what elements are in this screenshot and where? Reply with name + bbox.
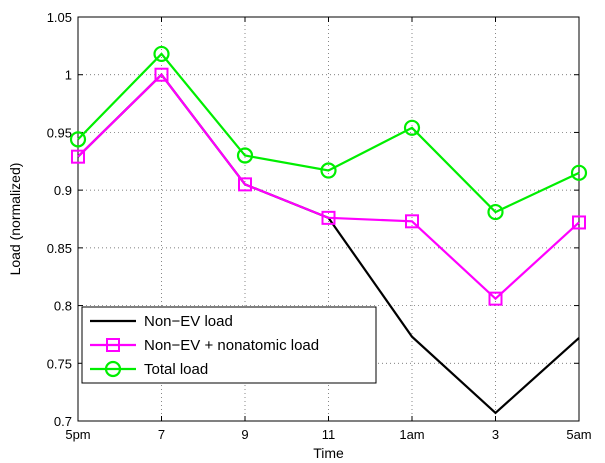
data-point xyxy=(405,214,419,229)
legend-item: Total load xyxy=(90,360,208,378)
data-point xyxy=(71,149,85,164)
series-2 xyxy=(71,67,586,306)
legend-marker xyxy=(106,338,120,352)
data-point xyxy=(488,291,503,306)
y-tick-label: 1 xyxy=(65,68,72,83)
x-tick-label: 11 xyxy=(322,427,336,442)
legend-item: Non−EV load xyxy=(90,313,233,330)
data-point xyxy=(570,164,588,181)
data-point xyxy=(153,45,170,63)
data-point xyxy=(320,162,337,179)
data-point xyxy=(69,131,87,148)
x-tick-label: 1am xyxy=(399,427,424,442)
data-point xyxy=(487,203,504,221)
legend-marker xyxy=(104,360,122,378)
x-tick-label: 3 xyxy=(492,427,499,442)
series-line xyxy=(77,52,580,214)
data-point xyxy=(572,215,586,230)
y-axis-label: Load (normalized) xyxy=(7,163,23,276)
series-3 xyxy=(69,45,588,221)
x-tick-label: 9 xyxy=(241,427,248,442)
y-tick-label: 0.85 xyxy=(47,241,72,256)
legend-label: Non−EV load xyxy=(144,313,233,330)
legend: Non−EV load Non−EV + nonatomic load Total … xyxy=(81,306,377,384)
y-tick-label: 0.8 xyxy=(54,299,72,314)
data-point xyxy=(403,119,421,136)
y-tick-label: 0.7 xyxy=(54,414,72,429)
y-tick-label: 0.95 xyxy=(47,125,72,140)
x-axis-label: Time xyxy=(313,445,344,461)
legend-label: Non−EV + nonatomic load xyxy=(144,337,319,354)
y-tick-label: 0.75 xyxy=(47,356,72,371)
data-point xyxy=(236,147,254,164)
series-layer xyxy=(69,45,588,415)
x-tick-label: 5pm xyxy=(65,427,90,442)
series-line xyxy=(77,73,580,301)
data-point xyxy=(321,210,336,225)
data-point xyxy=(238,177,252,192)
y-tick-label: 1.05 xyxy=(47,10,72,25)
legend-item: Non−EV + nonatomic load xyxy=(90,337,319,354)
y-tick-label: 0.9 xyxy=(54,183,72,198)
axis-ticks: 5pm 7 9 11 1am 3 5am 0.7 0.75 0.8 0.85 0.9 0.95 1 1.05 xyxy=(47,10,592,442)
legend-label: Total load xyxy=(144,361,208,378)
x-tick-label: 5am xyxy=(566,427,591,442)
data-point xyxy=(154,67,169,82)
x-tick-label: 7 xyxy=(158,427,165,442)
